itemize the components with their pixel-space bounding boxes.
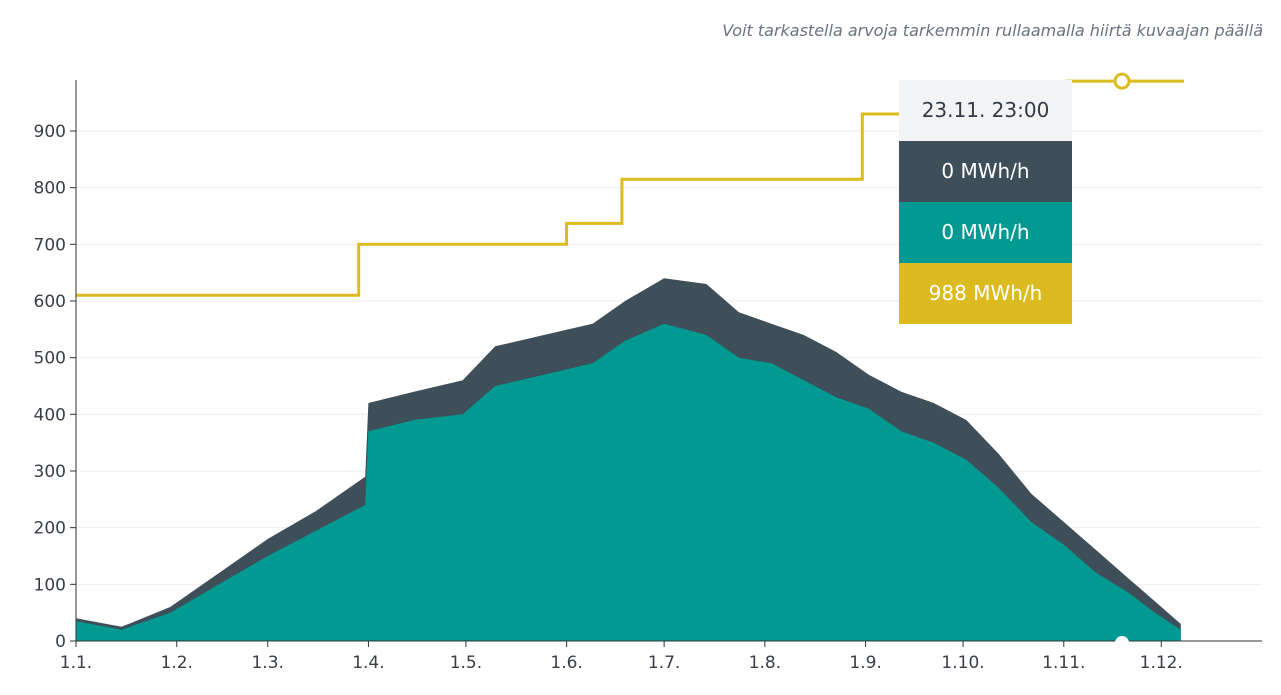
y-tick-label: 0 bbox=[55, 632, 66, 652]
hover-marker-area bbox=[1115, 636, 1130, 650]
x-tick-label: 1.3. bbox=[251, 653, 283, 673]
y-axis-ticks: 0 100 200 300 400 500 600 700 800 900 bbox=[34, 122, 76, 652]
x-tick-label: 1.5. bbox=[450, 653, 482, 673]
y-tick-label: 100 bbox=[34, 575, 66, 595]
area-series bbox=[76, 278, 1181, 641]
chart-hint: Voit tarkastella arvoja tarkemmin rullaa… bbox=[722, 21, 1263, 40]
y-tick-label: 800 bbox=[34, 179, 66, 199]
x-tick-label: 1.1. bbox=[60, 653, 92, 673]
y-tick-label: 200 bbox=[34, 519, 66, 539]
tooltip: 23.11. 23:00 0 MWh/h 0 MWh/h 988 MWh/h bbox=[899, 80, 1072, 324]
area-series-2 bbox=[76, 323, 1181, 641]
x-tick-label: 1.9. bbox=[849, 653, 881, 673]
y-tick-label: 400 bbox=[34, 405, 66, 425]
x-tick-label: 1.6. bbox=[550, 653, 582, 673]
x-tick-label: 1.8. bbox=[749, 653, 781, 673]
x-tick-label: 1.12. bbox=[1140, 653, 1183, 673]
tooltip-date: 23.11. 23:00 bbox=[899, 80, 1072, 141]
axes bbox=[75, 80, 1262, 642]
x-tick-label: 1.2. bbox=[161, 653, 193, 673]
tooltip-series-1-value: 0 MWh/h bbox=[899, 141, 1072, 202]
y-tick-label: 700 bbox=[34, 235, 66, 255]
tooltip-series-3-value: 988 MWh/h bbox=[899, 263, 1072, 324]
x-tick-label: 1.7. bbox=[648, 653, 680, 673]
x-tick-label: 1.11. bbox=[1042, 653, 1085, 673]
y-tick-label: 300 bbox=[34, 462, 66, 482]
x-tick-label: 1.4. bbox=[352, 653, 384, 673]
x-axis-ticks: 1.1. 1.2. 1.3. 1.4. 1.5. 1.6. 1.7. 1.8. 1.9. 1.10… bbox=[60, 641, 1183, 673]
y-tick-label: 500 bbox=[34, 349, 66, 369]
tooltip-series-2-value: 0 MWh/h bbox=[899, 202, 1072, 263]
hover-marker-step bbox=[1113, 72, 1131, 90]
y-tick-label: 900 bbox=[34, 122, 66, 142]
x-tick-label: 1.10. bbox=[941, 653, 984, 673]
y-tick-label: 600 bbox=[34, 292, 66, 312]
hover-markers bbox=[1113, 72, 1131, 650]
